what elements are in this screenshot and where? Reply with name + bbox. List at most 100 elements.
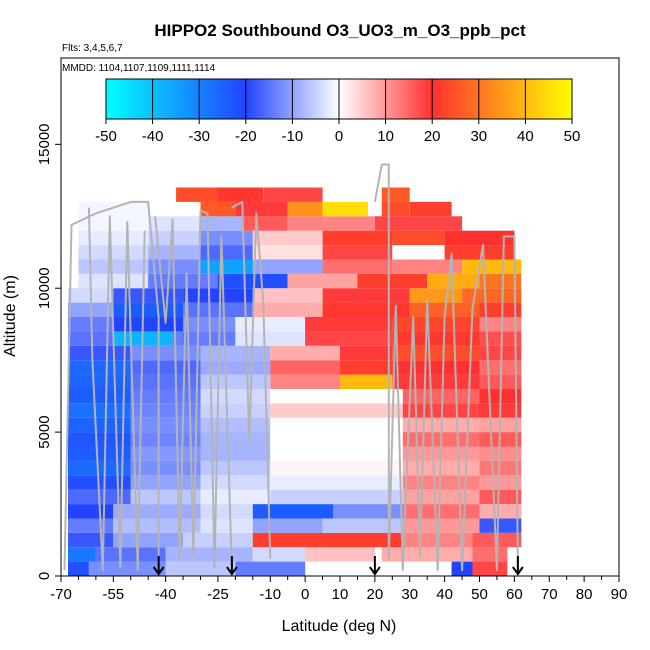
heatmap-cell [148, 230, 201, 246]
heatmap-cell [402, 489, 480, 505]
heatmap-cell [200, 216, 243, 231]
heatmap-cell [479, 489, 522, 505]
y-axis-label: Altitude (m) [2, 275, 19, 357]
colorbar-tick-label: 0 [335, 128, 343, 145]
heatmap-cell [472, 547, 508, 562]
heatmap-cell [392, 331, 480, 346]
heatmap-cell [200, 446, 271, 461]
heatmap-cell [479, 345, 522, 361]
flight-track [373, 163, 519, 572]
heatmap-cell [68, 331, 114, 346]
x-tick-label: 60 [506, 586, 523, 603]
heatmap-cell [479, 446, 522, 461]
heatmap-cell [252, 245, 323, 260]
heatmap-cell [130, 475, 201, 490]
heatmap-cell [357, 273, 428, 289]
heatmap-cell [113, 518, 201, 533]
heatmap-cell [217, 273, 288, 289]
heatmap-cell [176, 187, 218, 202]
heatmap-cell [200, 245, 253, 260]
heatmap-cell [392, 245, 445, 260]
heatmap-cell [479, 273, 522, 289]
x-tick-label: -70 [50, 586, 72, 603]
flight-track [231, 200, 272, 559]
heatmap-cell [78, 245, 149, 260]
heatmap-cell [333, 504, 403, 519]
profile-arrow-head [369, 566, 381, 576]
heatmap-cell [68, 532, 114, 548]
heatmap-cell [381, 187, 410, 202]
heatmap-cell [183, 532, 253, 548]
x-tick-label: 70 [541, 586, 558, 603]
heatmap-cell [479, 460, 522, 476]
heatmap-cell [392, 360, 480, 375]
x-tick-label: 20 [367, 586, 384, 603]
colorbar-tick-label: 10 [377, 128, 394, 145]
heatmap-cell [305, 331, 393, 346]
heatmap-cell [479, 331, 522, 346]
heatmap-cell [88, 561, 166, 576]
heatmap-cell [270, 374, 341, 389]
heatmap-cell [270, 403, 403, 418]
heatmap-cell [340, 374, 393, 389]
x-axis-label: Latitude (deg N) [282, 618, 397, 635]
heatmap-cell [252, 547, 306, 562]
profile-arrows [152, 556, 524, 576]
heatmap-cell [242, 216, 288, 231]
x-axis: -70 -55 -40 -25 -10 0 10 20 30 40 50 60 70 80 90 [50, 576, 627, 603]
heatmap-cell [322, 201, 368, 217]
y-tick-label: 0 [36, 572, 53, 580]
heatmap-cell [130, 360, 201, 375]
heatmap-cell [287, 273, 358, 289]
heatmap-cell [444, 230, 515, 246]
heatmap-cell [479, 475, 522, 490]
heatmap-cell [68, 460, 131, 476]
colorbar-tick-label: -20 [235, 128, 257, 145]
heatmap-cell [68, 446, 131, 461]
heatmap-cell [479, 302, 522, 317]
heatmap-cell [200, 259, 253, 274]
heatmap-cell [252, 532, 403, 548]
heatmap-cell [270, 388, 403, 404]
heatmap-cell [270, 432, 403, 447]
heatmap-cell [444, 245, 515, 260]
heatmap-cell [130, 460, 201, 476]
heatmap-cell [78, 259, 149, 274]
heatmap-cell [68, 403, 131, 418]
heatmap-cell [409, 288, 463, 303]
heatmap-cell [95, 547, 166, 562]
flight-track [63, 200, 160, 571]
heatmap-cell [183, 302, 253, 317]
heatmap-cell [340, 360, 393, 375]
heatmap-cell [217, 187, 264, 202]
heatmap-cell [340, 345, 393, 361]
heatmap-cell [113, 288, 184, 303]
heatmap-cell [462, 259, 522, 274]
heatmap-cell [78, 273, 149, 289]
x-tick-label: 90 [611, 586, 628, 603]
dates-note: MMDD: 1104,1107,1109,1111,1114 [62, 63, 216, 74]
heatmap-cell [172, 331, 236, 346]
heatmap-cell [402, 518, 480, 533]
heatmap-cell [68, 388, 131, 404]
heatmap-cell [409, 201, 452, 217]
heatmap-cell [68, 345, 131, 361]
colorbar-tick-label: -50 [95, 128, 117, 145]
heatmap-cell [479, 504, 522, 519]
profile-arrow-head [226, 566, 238, 576]
heatmap-cell [252, 288, 323, 303]
heatmap-cell [381, 547, 473, 562]
x-tick-label: 10 [332, 586, 349, 603]
heatmap-cell [200, 460, 271, 476]
x-tick-label: 0 [301, 586, 309, 603]
profile-arrow [512, 556, 524, 576]
plot-area [63, 163, 524, 576]
heatmap-cell [200, 489, 271, 505]
heatmap-cell [148, 216, 201, 231]
flights-note: Flts: 3,4,5,6,7 [62, 43, 123, 54]
heatmap-cell [252, 302, 323, 317]
heatmap-cell [165, 561, 236, 576]
heatmap-cells [68, 187, 522, 576]
x-tick-label: 80 [576, 586, 593, 603]
heatmap-cell [270, 360, 341, 375]
